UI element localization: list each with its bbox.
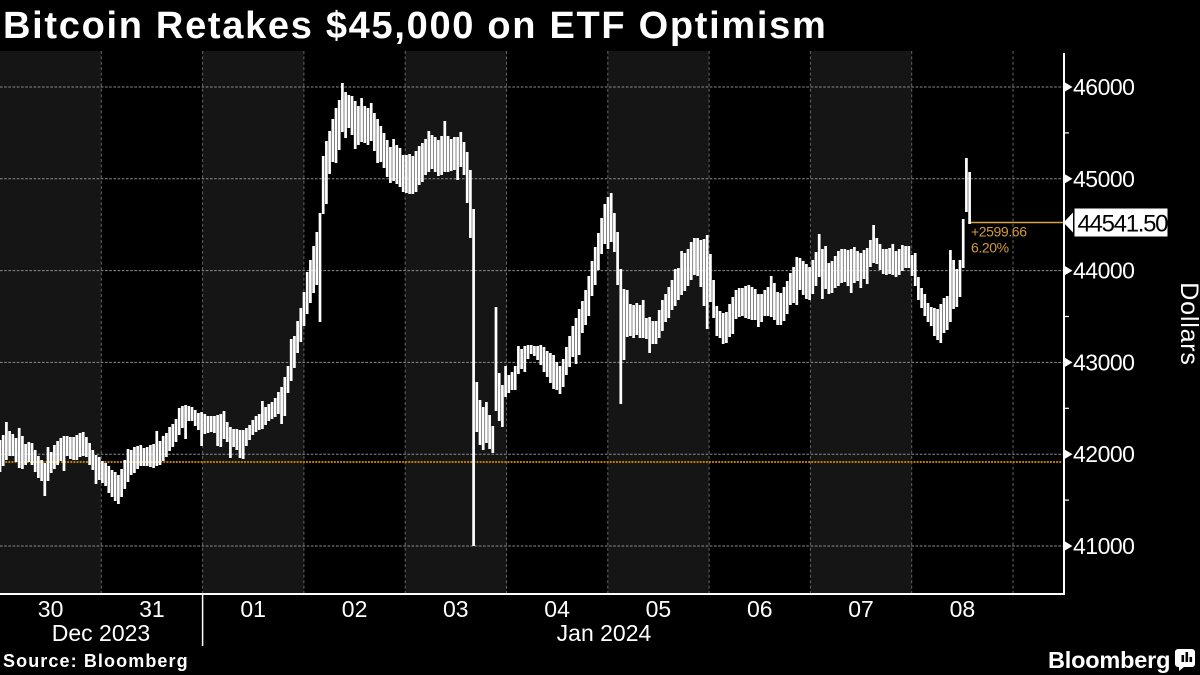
svg-text:6.20%: 6.20% <box>971 240 1009 256</box>
svg-text:44000: 44000 <box>1073 258 1134 284</box>
svg-text:Source: Bloomberg: Source: Bloomberg <box>3 651 189 671</box>
svg-text:31: 31 <box>139 596 165 622</box>
svg-text:Bloomberg: Bloomberg <box>1048 647 1170 673</box>
svg-text:03: 03 <box>443 596 469 622</box>
svg-text:04: 04 <box>544 596 570 622</box>
svg-text:Dollars: Dollars <box>1175 282 1200 365</box>
svg-text:02: 02 <box>342 596 368 622</box>
svg-text:Bitcoin Retakes $45,000 on ETF: Bitcoin Retakes $45,000 on ETF Optimism <box>3 5 827 47</box>
svg-text:06: 06 <box>747 596 773 622</box>
svg-text:Jan 2024: Jan 2024 <box>557 620 652 646</box>
svg-text:42000: 42000 <box>1073 441 1134 467</box>
svg-text:05: 05 <box>646 596 672 622</box>
svg-text:44541.50: 44541.50 <box>1078 211 1169 238</box>
svg-text:46000: 46000 <box>1073 74 1134 100</box>
svg-text:45000: 45000 <box>1073 166 1134 192</box>
svg-text:30: 30 <box>38 596 64 622</box>
svg-text:+2599.66: +2599.66 <box>971 224 1027 240</box>
svg-text:Dec 2023: Dec 2023 <box>52 620 150 646</box>
svg-text:41000: 41000 <box>1073 533 1134 559</box>
svg-text:07: 07 <box>848 596 874 622</box>
svg-text:08: 08 <box>950 596 976 622</box>
svg-text:43000: 43000 <box>1073 349 1134 375</box>
svg-text:01: 01 <box>240 596 266 622</box>
